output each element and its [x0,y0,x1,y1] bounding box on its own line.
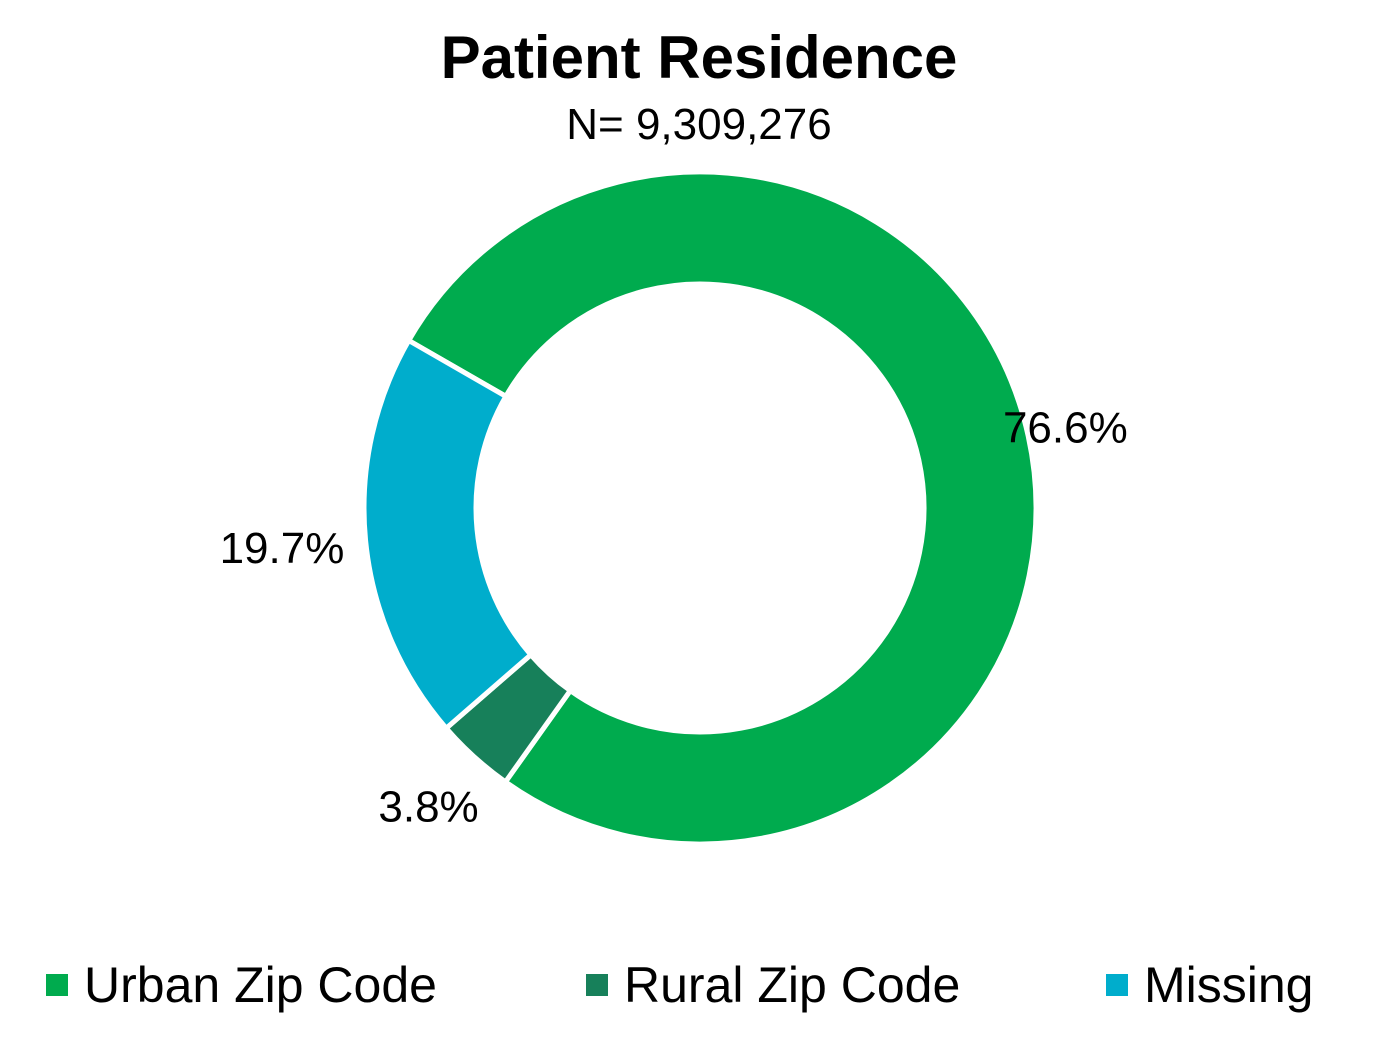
data-label-missing: 19.7% [220,524,345,573]
data-label-rural: 3.8% [378,783,478,832]
legend-swatch-urban [46,974,68,996]
chart-title: Patient Residence [440,24,958,91]
legend-label-urban: Urban Zip Code [84,957,437,1013]
legend-item-missing: Missing [1106,950,1313,1020]
data-label-urban: 76.6% [1003,403,1128,452]
slice-urban [405,169,1039,847]
slice-missing [361,337,535,732]
legend-swatch-rural [586,974,608,996]
legend-label-rural: Rural Zip Code [624,957,961,1013]
legend-label-missing: Missing [1144,957,1314,1013]
legend-item-urban: Urban Zip Code [46,950,437,1020]
legend-swatch-missing [1106,974,1128,996]
legend-item-rural: Rural Zip Code [586,950,960,1020]
chart-subtitle: N= 9,309,276 [566,100,832,149]
